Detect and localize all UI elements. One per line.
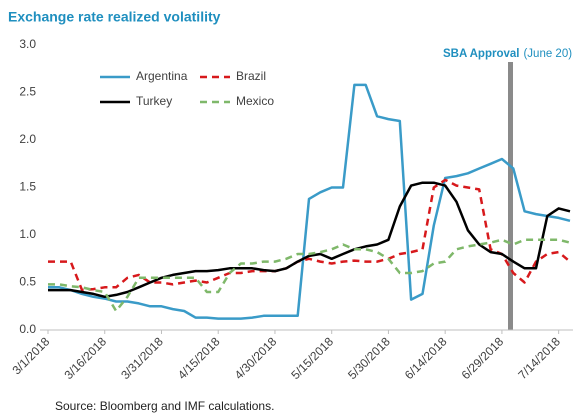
x-tick-label: 7/14/2018 [515, 334, 563, 382]
series-line [48, 238, 571, 313]
y-tick-label: 2.0 [19, 132, 36, 146]
source: Source: Bloomberg and IMF calculations. [55, 399, 274, 413]
x-tick-label: 4/15/2018 [175, 334, 223, 382]
legend-label: Turkey [136, 94, 172, 108]
x-tick-label: 4/30/2018 [232, 334, 280, 382]
annotation-label: SBA Approval [443, 48, 519, 60]
series-line [48, 181, 571, 299]
y-tick-label: 2.5 [19, 85, 36, 99]
x-tick-label: 3/16/2018 [61, 334, 109, 382]
y-tick-label: 1.0 [19, 227, 36, 241]
chart-title: Exchange rate realized volatility [8, 9, 221, 25]
y-tick-label: 0.5 [19, 275, 36, 289]
x-tick-label: 6/14/2018 [402, 334, 450, 382]
annotation-note: (June 20) [523, 48, 572, 60]
legend-label: Brazil [236, 69, 266, 83]
legend-label: Mexico [236, 94, 274, 108]
x-tick-label: 5/30/2018 [345, 334, 393, 382]
x-tick-label: 3/1/2018 [9, 334, 52, 377]
y-tick-label: 1.5 [19, 180, 36, 194]
y-tick-label: 0.0 [19, 322, 36, 336]
x-tick-label: 6/29/2018 [459, 334, 507, 382]
annotation: SBA Approval (June 20) [443, 48, 572, 60]
legend-label: Argentina [136, 69, 188, 83]
x-tick-label: 3/31/2018 [118, 334, 166, 382]
series-line [48, 178, 571, 292]
sba-line [508, 62, 513, 330]
y-tick-label: 3.0 [19, 37, 36, 51]
x-tick-label: 5/15/2018 [288, 334, 336, 382]
series-line [48, 83, 571, 320]
